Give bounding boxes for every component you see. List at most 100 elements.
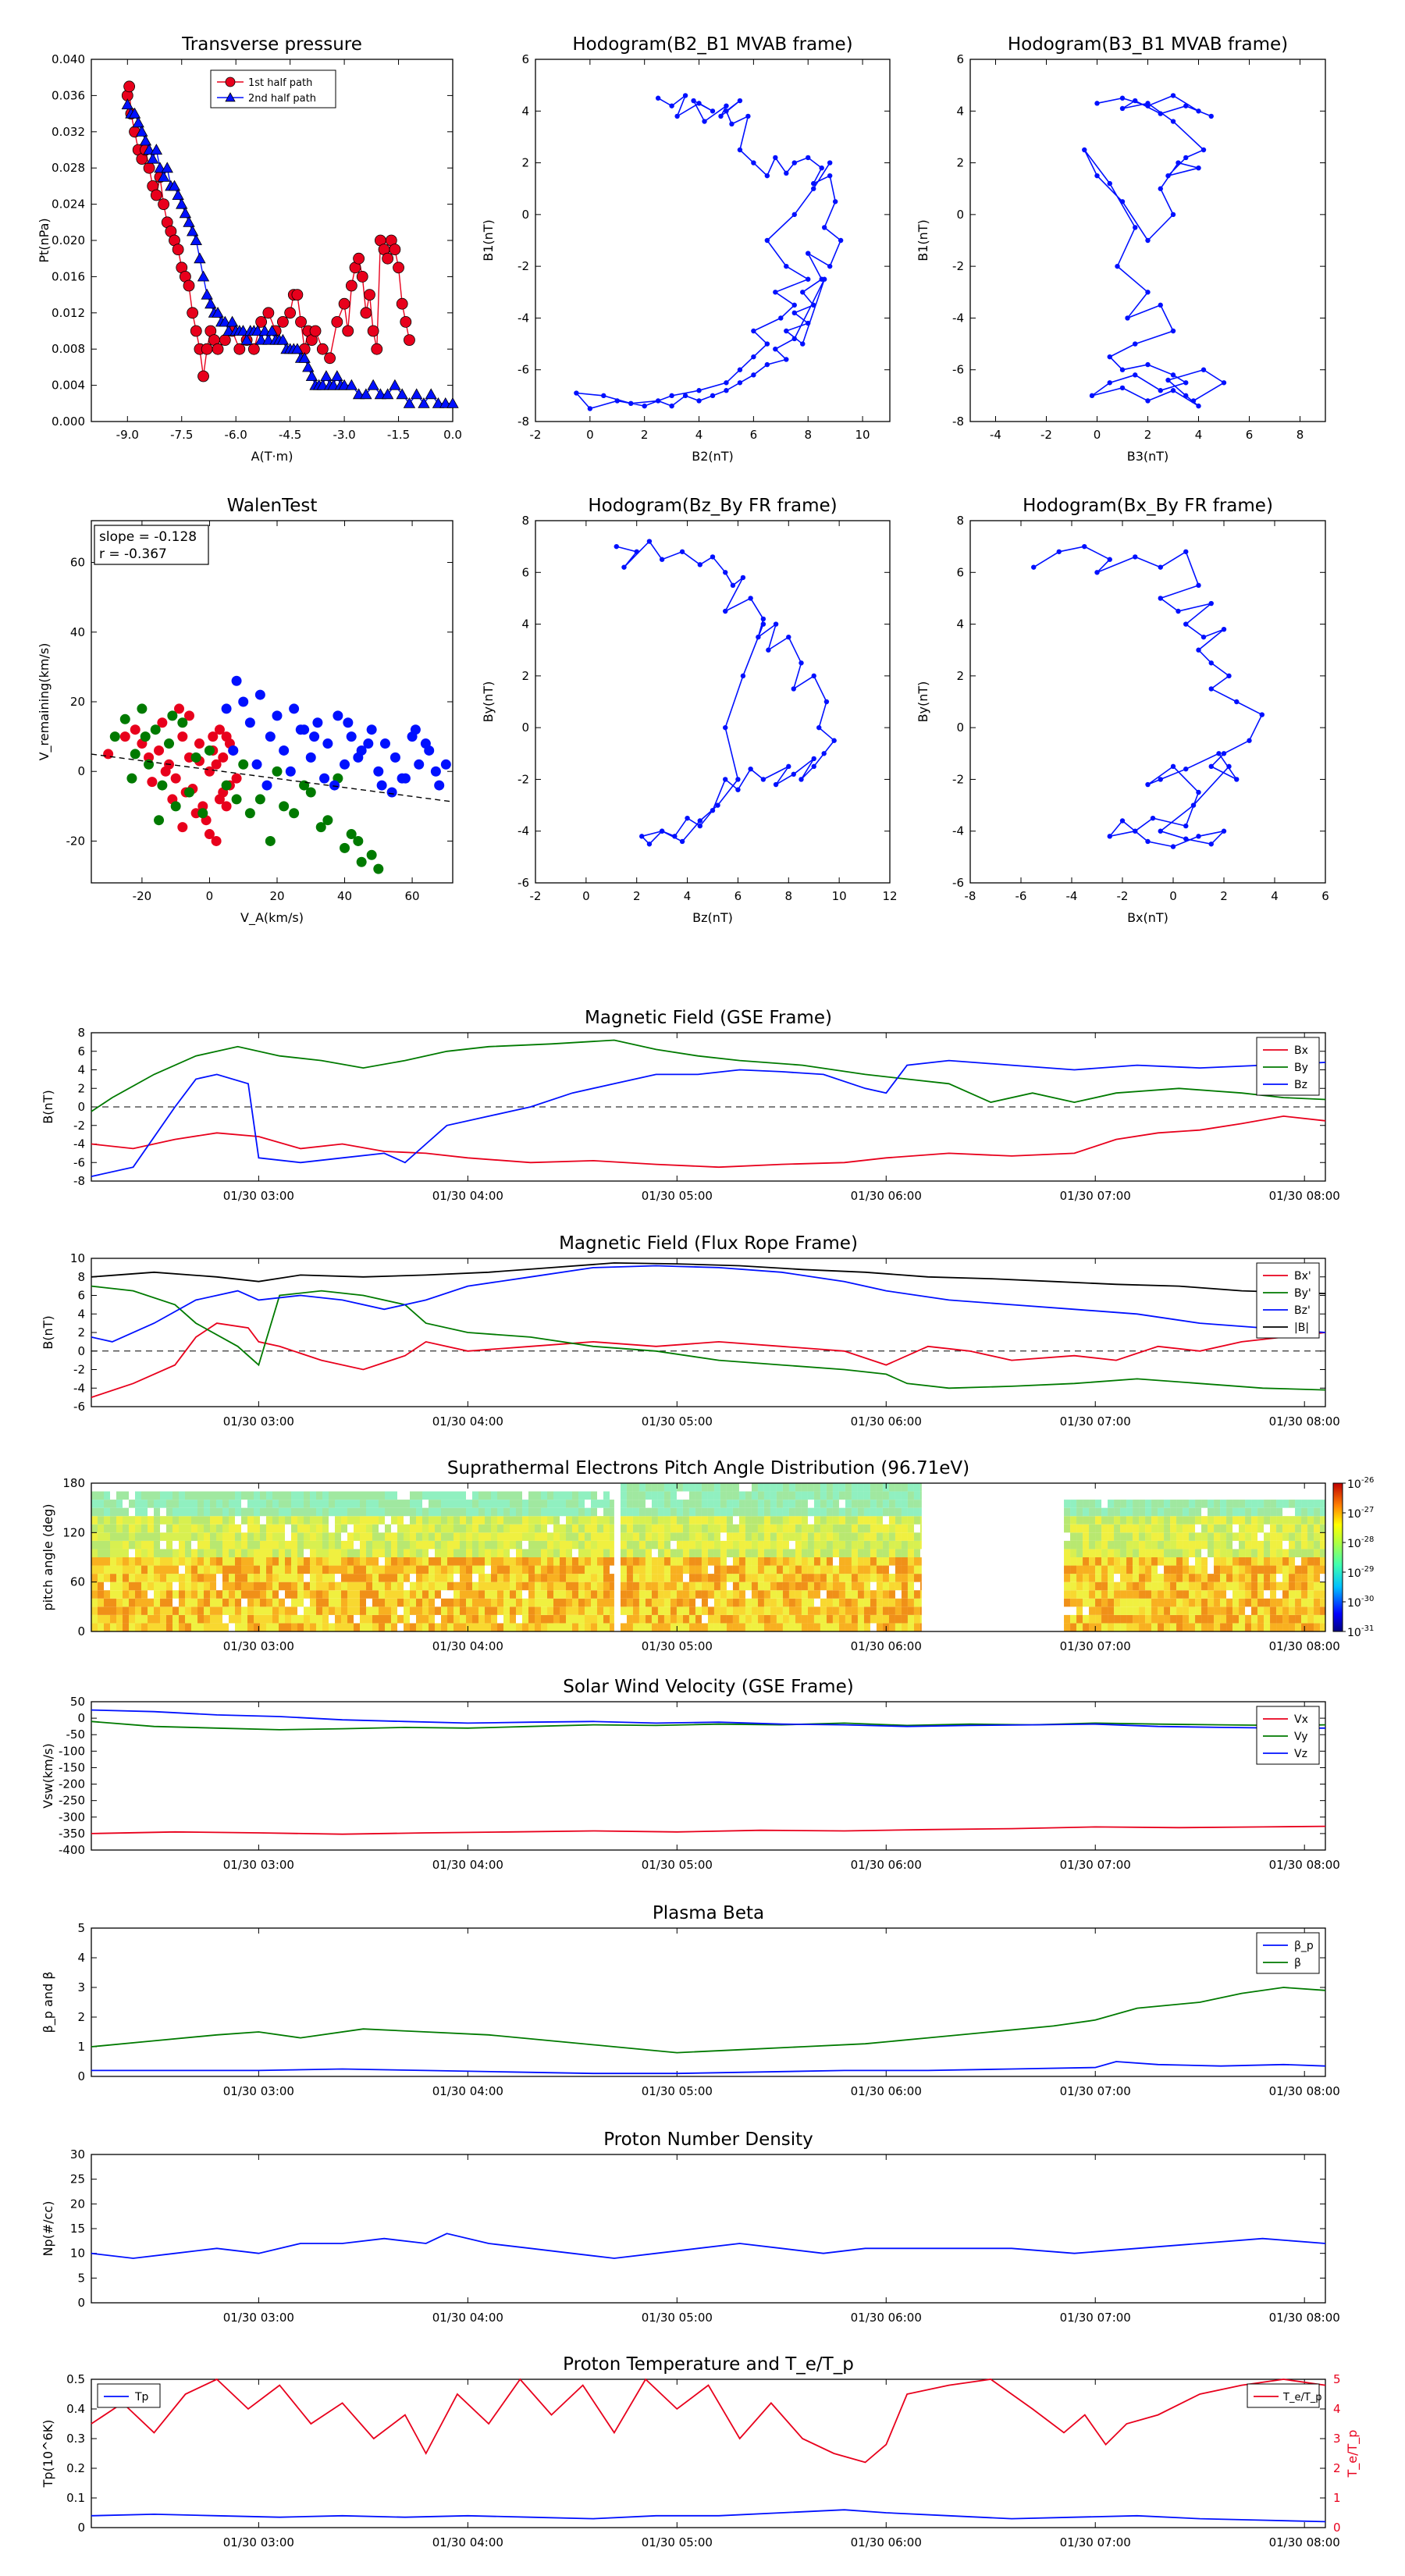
heat-cell xyxy=(701,1623,708,1631)
heat-cell xyxy=(1114,1606,1121,1615)
heat-cell xyxy=(541,1540,547,1550)
y-tick-label: 0.040 xyxy=(52,52,85,66)
heat-cell xyxy=(1220,1540,1227,1550)
heat-cell xyxy=(610,1590,614,1599)
heat-cell xyxy=(801,1557,808,1566)
heat-cell xyxy=(1251,1516,1258,1525)
heat-cell xyxy=(372,1565,379,1574)
heat-cell xyxy=(1201,1516,1208,1525)
heat-cell xyxy=(1239,1582,1246,1591)
heat-cell xyxy=(510,1598,516,1607)
heat-cell xyxy=(429,1582,435,1591)
heat-cell xyxy=(391,1557,397,1566)
heat-cell xyxy=(1164,1606,1171,1615)
heat-cell xyxy=(645,1540,652,1550)
heat-cell xyxy=(1158,1500,1165,1508)
heat-cell xyxy=(98,1500,104,1508)
heat-cell xyxy=(291,1491,297,1500)
series-line xyxy=(1033,546,1263,848)
heat-cell xyxy=(726,1574,733,1582)
heat-cell xyxy=(838,1549,845,1557)
data-point xyxy=(1183,549,1189,554)
heat-cell xyxy=(360,1623,366,1631)
heat-cell xyxy=(882,1590,889,1599)
heat-cell xyxy=(466,1598,472,1607)
heat-cell xyxy=(247,1565,254,1574)
heat-cell xyxy=(726,1483,733,1492)
heat-cell xyxy=(160,1606,166,1615)
y-tick-label: 0.004 xyxy=(52,379,85,393)
heat-cell xyxy=(638,1524,646,1533)
heat-cell xyxy=(347,1491,354,1500)
heat-cell xyxy=(645,1606,652,1615)
heat-cell xyxy=(620,1574,627,1582)
heat-cell xyxy=(272,1491,279,1500)
heat-cell xyxy=(620,1491,627,1500)
heat-cell xyxy=(1076,1598,1083,1607)
heat-cell xyxy=(1133,1598,1140,1607)
heat-cell xyxy=(813,1574,820,1582)
heat-cell xyxy=(322,1491,329,1500)
heat-cell xyxy=(807,1507,814,1517)
heat-cell xyxy=(447,1582,454,1591)
heat-cell xyxy=(260,1540,266,1550)
heat-cell xyxy=(522,1532,528,1541)
data-point xyxy=(587,406,593,411)
heat-cell xyxy=(776,1598,783,1607)
y-tick-label: 6 xyxy=(77,1289,85,1303)
heat-cell xyxy=(732,1606,739,1615)
heat-cell xyxy=(1101,1540,1108,1550)
heat-cell xyxy=(788,1500,795,1508)
data-point xyxy=(1094,173,1100,179)
heat-cell xyxy=(197,1524,204,1533)
heat-cell xyxy=(1139,1590,1146,1599)
data-point xyxy=(446,397,459,408)
heat-cell xyxy=(1270,1590,1277,1599)
heat-cell xyxy=(901,1557,908,1566)
data-point xyxy=(187,307,199,319)
heat-cell xyxy=(1151,1549,1158,1557)
heat-cell xyxy=(460,1532,466,1541)
heat-cell xyxy=(638,1614,646,1624)
data-point xyxy=(1158,828,1163,834)
data-point xyxy=(737,98,743,104)
heat-cell xyxy=(98,1582,104,1591)
heat-cell xyxy=(1176,1565,1183,1574)
heat-cell xyxy=(98,1540,104,1550)
y-tick-label: -4 xyxy=(952,311,964,325)
heat-cell xyxy=(1282,1516,1289,1525)
heat-cell xyxy=(807,1614,814,1624)
heat-cell xyxy=(1301,1549,1308,1557)
heat-cell xyxy=(385,1549,391,1557)
heat-cell xyxy=(770,1500,777,1508)
heat-cell xyxy=(1220,1507,1227,1517)
data-point xyxy=(272,710,283,721)
heat-cell xyxy=(870,1606,877,1615)
heat-cell xyxy=(782,1614,789,1624)
heat-cell xyxy=(347,1574,354,1582)
heat-cell xyxy=(260,1574,266,1582)
heat-cell xyxy=(91,1565,98,1574)
heat-cell xyxy=(651,1623,658,1631)
heat-cell xyxy=(503,1491,510,1500)
heat-cell xyxy=(1251,1507,1258,1517)
heat-cell xyxy=(435,1549,441,1557)
heat-cell xyxy=(632,1540,639,1550)
data-point xyxy=(1196,403,1201,409)
heat-cell xyxy=(1101,1623,1108,1631)
heat-cell xyxy=(104,1532,110,1541)
y-tick-label: 40 xyxy=(70,625,85,639)
heat-cell xyxy=(901,1500,908,1508)
heat-cell xyxy=(782,1549,789,1557)
data-point xyxy=(574,390,579,396)
y-tick-label: 8 xyxy=(956,514,964,528)
heat-cell xyxy=(863,1590,870,1599)
x-tick-label: 60 xyxy=(405,889,420,903)
x-tick-label: 01/30 05:00 xyxy=(642,2084,713,2098)
heat-cell xyxy=(1076,1574,1083,1582)
heat-cell xyxy=(713,1598,720,1607)
heat-cell xyxy=(882,1532,889,1541)
heat-cell xyxy=(745,1598,752,1607)
heat-cell xyxy=(788,1491,795,1500)
heat-cell xyxy=(1320,1590,1325,1599)
